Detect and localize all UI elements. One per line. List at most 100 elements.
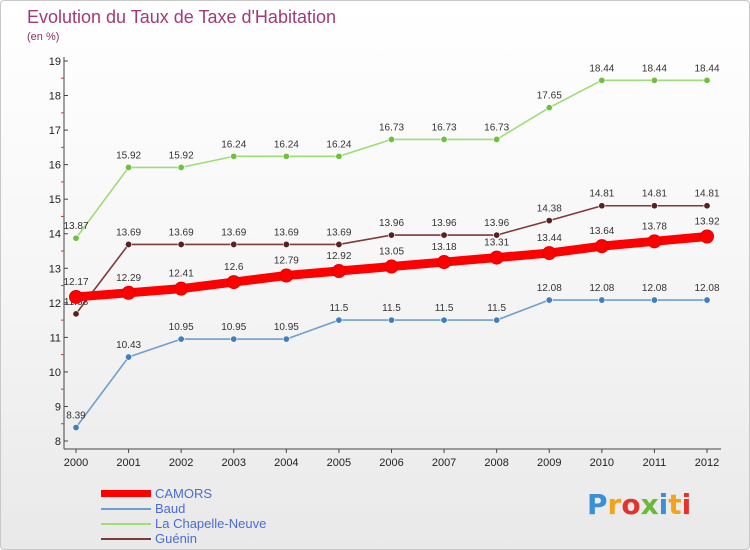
data-label-la-chapelle-neuve: 16.73: [484, 122, 509, 133]
logo-letter: P: [587, 488, 608, 521]
data-label-baud: 12.08: [694, 283, 719, 294]
data-label-camors: 12.29: [116, 273, 141, 284]
logo-letter: x: [640, 488, 659, 521]
legend-item: Guénin: [101, 531, 266, 546]
data-label-baud: 11.5: [330, 303, 349, 314]
data-label-gu-nin: 13.69: [116, 227, 141, 238]
data-label-gu-nin: 13.96: [379, 218, 404, 229]
x-tick-label: 2009: [537, 457, 561, 469]
data-point-gu-nin: [282, 240, 290, 248]
data-point-la-chapelle-neuve: [387, 135, 395, 143]
data-point-gu-nin: [598, 202, 606, 210]
legend-item: Baud: [101, 501, 266, 516]
y-tick-label: 18: [49, 91, 61, 103]
data-label-gu-nin: 14.81: [694, 189, 719, 200]
data-label-camors: 13.64: [589, 226, 614, 237]
data-point-la-chapelle-neuve: [703, 76, 711, 84]
data-label-gu-nin: 13.69: [169, 227, 194, 238]
data-label-baud: 12.08: [589, 283, 614, 294]
data-label-la-chapelle-neuve: 18.44: [589, 63, 614, 74]
x-tick-label: 2000: [64, 457, 88, 469]
y-tick-label: 19: [49, 56, 61, 68]
data-point-camors: [489, 250, 504, 265]
data-label-gu-nin: 14.81: [642, 189, 667, 200]
data-point-camors: [437, 255, 452, 270]
legend-swatch: [101, 507, 151, 510]
data-point-gu-nin: [387, 231, 395, 239]
data-point-camors: [594, 239, 609, 254]
data-point-la-chapelle-neuve: [125, 163, 133, 171]
data-point-baud: [440, 316, 448, 324]
chart-title: Evolution du Taux de Taxe d'Habitation: [27, 7, 336, 27]
data-point-camors: [384, 259, 399, 274]
data-point-gu-nin: [545, 217, 553, 225]
x-tick-label: 2004: [274, 457, 298, 469]
data-label-camors: 12.41: [169, 269, 194, 280]
y-tick-label: 11: [50, 332, 61, 344]
data-label-baud: 10.95: [221, 322, 246, 333]
data-label-camors: 13.44: [537, 233, 562, 244]
data-label-baud: 8.39: [66, 411, 86, 422]
x-tick-label: 2012: [695, 457, 719, 469]
legend-label: La Chapelle-Neuve: [155, 516, 267, 531]
data-point-gu-nin: [440, 231, 448, 239]
data-label-baud: 11.5: [435, 303, 454, 314]
data-label-gu-nin: 13.96: [484, 218, 509, 229]
data-point-baud: [650, 296, 658, 304]
data-label-baud: 10.95: [274, 322, 299, 333]
y-tick-label: 17: [49, 125, 61, 137]
data-point-gu-nin: [650, 202, 658, 210]
chart-legend: CAMORS Baud La Chapelle-Neuve Guénin: [101, 486, 266, 546]
x-tick-label: 2007: [432, 457, 456, 469]
data-point-gu-nin: [335, 240, 343, 248]
data-label-camors: 13.92: [694, 216, 719, 227]
data-label-gu-nin: 14.38: [537, 204, 562, 215]
legend-item: La Chapelle-Neuve: [101, 516, 266, 531]
legend-label: Guénin: [155, 531, 197, 546]
data-label-gu-nin: 13.69: [221, 227, 246, 238]
data-point-gu-nin: [703, 202, 711, 210]
logo-letter: t: [668, 488, 682, 521]
data-label-la-chapelle-neuve: 17.65: [537, 91, 562, 102]
data-point-gu-nin: [493, 231, 501, 239]
y-tick-label: 12: [49, 298, 61, 310]
data-point-la-chapelle-neuve: [598, 76, 606, 84]
data-point-baud: [335, 316, 343, 324]
data-point-la-chapelle-neuve: [177, 163, 185, 171]
data-label-baud: 11.5: [487, 303, 506, 314]
x-tick-label: 2003: [222, 457, 246, 469]
data-label-camors: 13.31: [484, 238, 509, 249]
data-point-baud: [72, 424, 80, 432]
data-point-camors: [174, 281, 189, 296]
data-label-la-chapelle-neuve: 16.73: [379, 122, 404, 133]
x-tick-label: 2002: [169, 457, 193, 469]
data-label-baud: 12.08: [537, 283, 562, 294]
data-point-baud: [230, 335, 238, 343]
data-label-la-chapelle-neuve: 18.44: [642, 63, 667, 74]
data-point-camors: [647, 234, 662, 249]
data-point-gu-nin: [125, 240, 133, 248]
chart-unit-label: (en %): [27, 31, 60, 43]
data-label-la-chapelle-neuve: 16.73: [432, 122, 457, 133]
data-point-gu-nin: [72, 310, 80, 318]
data-label-baud: 11.5: [382, 303, 401, 314]
data-point-camors: [121, 285, 136, 300]
data-label-la-chapelle-neuve: 18.44: [694, 63, 719, 74]
data-label-camors: 13.05: [379, 247, 404, 258]
data-label-camors: 13.18: [432, 242, 457, 253]
data-label-la-chapelle-neuve: 15.92: [169, 150, 194, 161]
y-tick-label: 13: [49, 263, 61, 275]
legend-label: CAMORS: [155, 486, 213, 501]
data-label-la-chapelle-neuve: 16.24: [326, 139, 351, 150]
data-label-baud: 10.95: [169, 322, 194, 333]
data-point-la-chapelle-neuve: [335, 152, 343, 160]
legend-item: CAMORS: [101, 486, 266, 501]
data-label-la-chapelle-neuve: 15.92: [116, 150, 141, 161]
data-point-gu-nin: [230, 240, 238, 248]
y-tick-label: 10: [49, 367, 61, 379]
data-label-la-chapelle-neuve: 16.24: [274, 139, 299, 150]
data-point-camors: [226, 275, 241, 290]
y-tick-label: 8: [55, 436, 61, 448]
